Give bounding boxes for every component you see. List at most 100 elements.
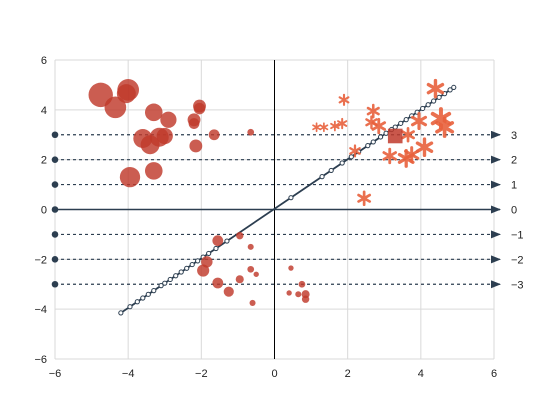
reference-line-label: −2 [511,254,524,266]
star-point [338,93,350,106]
star-point [330,120,340,132]
circle-point [208,129,220,141]
diagonal-line-marker [167,276,173,283]
star-point [371,117,387,135]
circle-point [160,111,177,128]
circle-point [253,271,259,277]
circle-point [247,265,255,273]
star-point [349,144,361,158]
x-tick-label: 6 [491,368,497,380]
diagonal-line-marker [431,98,437,104]
diagonal-line-marker [140,295,146,301]
star-point [397,149,415,168]
diagonal-line-marker [195,258,201,264]
circle-point [288,265,294,271]
x-tick-label: −2 [195,368,208,380]
circle-point [235,275,244,284]
star-point [410,112,428,131]
circle-point [212,235,224,247]
reference-line-label: 0 [511,205,517,217]
star-point [426,78,445,99]
diagonal-line-marker [127,304,133,310]
circle-point [104,96,127,119]
diagonal-line-marker [383,130,389,136]
diagonal-line-marker [134,299,140,305]
x-tick-label: −4 [122,368,135,380]
circle-point [197,264,210,277]
circle-point [119,166,141,188]
x-tick-label: 0 [271,368,277,380]
diagonal-line-marker [145,291,151,297]
tick-labels: −6 −4 −2 0 2 4 6 −6 −4 −2 0 2 4 6 [34,55,497,380]
diagonal-line-marker [328,167,334,174]
diagonal-line-marker [184,265,190,271]
circle-point [144,162,163,180]
circle-point [116,84,136,104]
star-point [404,146,420,164]
circle-point [156,127,173,145]
x-tick-label: −6 [49,368,62,380]
circle-point [193,102,206,115]
reference-line-dot [51,256,59,263]
diagonal-line-marker [213,245,219,252]
diagonal-line-marker [162,280,168,286]
star-point [366,103,380,119]
star-point [401,126,415,143]
diagonal-line-marker [288,195,294,201]
square-point [387,128,403,144]
star-point [357,190,372,207]
star-point [337,117,348,130]
diagonal-line-marker [420,105,426,112]
y-tick-label: 4 [41,105,47,117]
star-point [435,116,455,138]
circle-point [298,280,306,288]
circle-point [301,295,310,303]
reference-line-label: 2 [511,155,517,167]
diagonal-line-marker [447,87,453,93]
diagonal-line-layer [118,84,457,316]
reference-lines: 3 2 1 0 −1 −2 −3 [51,130,524,291]
reference-line-label: 1 [511,180,517,192]
reference-line-dot [51,156,59,163]
star-point [319,122,329,133]
star-point [312,122,321,133]
reference-line-label: −1 [511,229,524,241]
diagonal-line-marker [158,283,164,289]
reference-line-dot [51,181,59,188]
y-tick-label: −2 [34,254,47,266]
diagonal-line-marker [173,273,179,279]
circle-point [188,118,200,129]
diagonal-line-marker [206,250,212,257]
diagonal-line-marker [377,134,384,140]
diagonal-line-marker [392,124,398,130]
y-tick-label: 2 [41,155,47,167]
circle-point [189,139,203,153]
points-layer [88,78,455,306]
circle-point [249,299,256,306]
x-tick-label: 4 [418,368,424,380]
diagonal-line-marker [319,174,325,180]
diagonal-line-marker [370,139,376,145]
circle-point [295,291,302,298]
y-tick-label: 0 [41,205,47,217]
diagonal-line-marker [224,238,230,244]
diagonal-line-marker [178,269,184,275]
diagonal-line-marker [436,94,442,100]
circle-point [247,128,255,136]
circle-point [144,103,163,122]
reference-line-dot [51,206,59,213]
reference-line-dot [51,231,59,238]
x-tick-label: 2 [345,368,351,380]
diagonal-line-marker [403,117,409,123]
star-point [382,147,398,165]
y-tick-label: −6 [34,354,47,366]
reference-line-label: −3 [511,279,524,291]
circle-point [212,277,224,289]
y-tick-label: −4 [34,304,47,316]
circle-point [236,231,244,240]
circle-point [223,286,234,297]
diagonal-line-marker [339,160,345,166]
reference-line-dot [51,280,59,288]
diagonal-line-marker [118,310,124,316]
